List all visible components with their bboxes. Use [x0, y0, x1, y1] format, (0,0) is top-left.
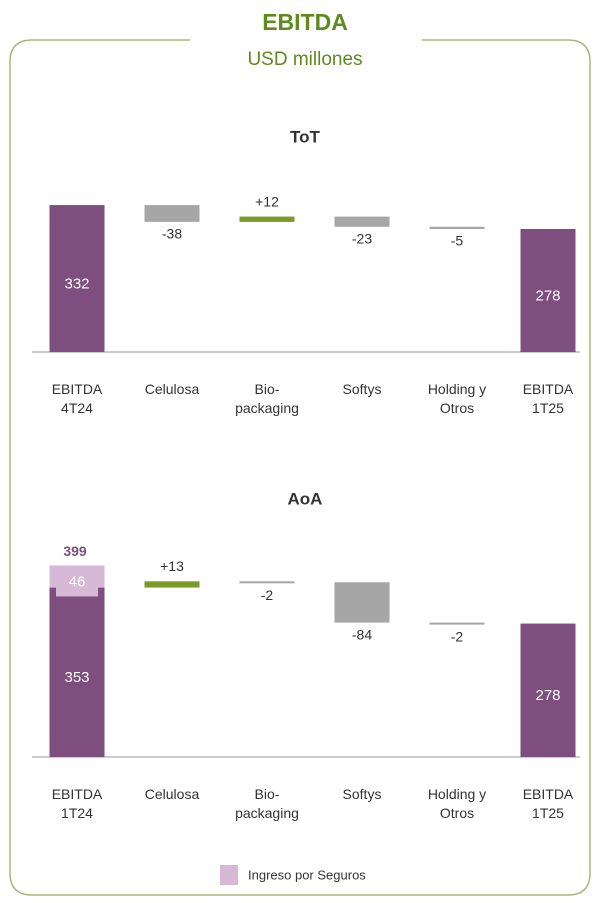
x-tick-label: Bio-packaging [235, 381, 299, 416]
chart-title: AoA [288, 489, 323, 508]
value-label: 332 [64, 276, 89, 293]
x-tick-label: EBITDA 1T25 [522, 381, 574, 416]
value-label: -5 [451, 233, 464, 249]
value-label: +13 [160, 558, 184, 574]
bar [49, 205, 105, 352]
frame [9, 39, 591, 896]
value-label: -2 [451, 628, 464, 644]
bar [520, 623, 576, 757]
value-label: -38 [162, 226, 182, 242]
legend-swatch [220, 865, 238, 885]
x-tick-label: EBITDA 1T24 [51, 786, 103, 821]
bar [144, 205, 200, 222]
stack-total: 399 [63, 543, 87, 559]
value-label: +12 [255, 193, 279, 209]
bar [144, 581, 200, 588]
x-tick-label: Holding y Otros [427, 786, 487, 821]
page-title: EBITDA [262, 9, 348, 35]
x-tick-label: EBITDA 1T25 [522, 786, 574, 821]
page-subtitle: USD millones [247, 49, 362, 70]
x-tick-label: EBITDA 4T24 [51, 381, 103, 416]
bar [239, 581, 295, 584]
bar [429, 622, 485, 625]
chart-title: ToT [290, 127, 321, 146]
bar [49, 587, 105, 757]
value-label: -23 [352, 230, 372, 246]
legend-label: Ingreso por Seguros [248, 867, 366, 882]
x-tick-label: Celulosa [144, 786, 200, 802]
bar [334, 582, 390, 623]
value-label: 278 [535, 287, 560, 304]
bar [429, 226, 485, 229]
x-tick-label: Bio-packaging [235, 786, 299, 821]
value-label: -2 [261, 587, 274, 603]
value-label: -84 [352, 626, 372, 642]
bar [520, 228, 576, 352]
bar [334, 216, 390, 227]
value-label: 278 [535, 687, 560, 704]
x-tick-label: Holding y Otros [427, 381, 487, 416]
value-label: 353 [64, 669, 89, 686]
stack-label: 46 [69, 573, 86, 590]
x-tick-label: Celulosa [144, 381, 200, 397]
stack-label-bg [56, 568, 98, 597]
bar [239, 216, 295, 222]
x-tick-label: Softys [342, 381, 382, 397]
x-tick-label: Softys [342, 786, 382, 802]
